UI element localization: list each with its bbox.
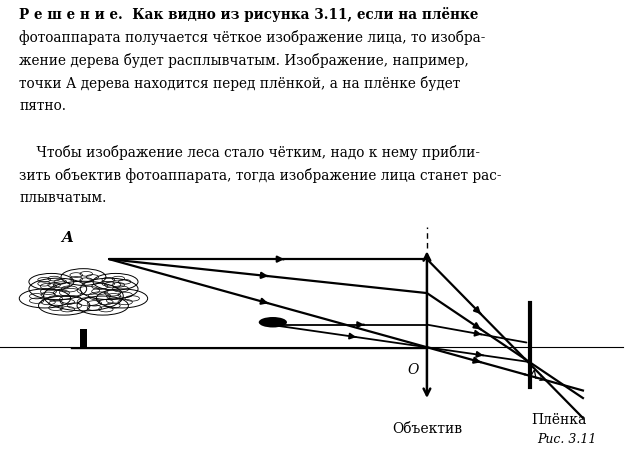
Text: Объектив: Объектив: [392, 422, 462, 436]
Text: Чтобы изображение леса стало чётким, надо к нему прибли-: Чтобы изображение леса стало чётким, над…: [19, 145, 480, 160]
Circle shape: [61, 269, 106, 285]
Text: фотоаппарата получается чёткое изображение лица, то изобра-: фотоаппарата получается чёткое изображен…: [19, 30, 485, 45]
Text: O: O: [408, 363, 419, 377]
Circle shape: [93, 273, 138, 290]
Text: $A_1$: $A_1$: [528, 369, 544, 384]
Text: пятно.: пятно.: [19, 99, 66, 113]
Circle shape: [77, 296, 128, 315]
Text: A: A: [62, 231, 73, 245]
Text: Плёнка: Плёнка: [531, 413, 586, 427]
Text: точки А дерева находится перед плёнкой, а на плёнке будет: точки А дерева находится перед плёнкой, …: [19, 76, 460, 91]
Circle shape: [80, 278, 138, 300]
Text: зить объектив фотоаппарата, тогда изображение лица станет рас-: зить объектив фотоаппарата, тогда изобра…: [19, 168, 502, 183]
Text: жение дерева будет расплывчатым. Изображение, например,: жение дерева будет расплывчатым. Изображ…: [19, 53, 469, 68]
Text: Рис. 3.11: Рис. 3.11: [538, 433, 597, 446]
Circle shape: [29, 273, 74, 290]
Text: Р е ш е н и е.  Как видно из рисунка 3.11, если на плёнке: Р е ш е н и е. Как видно из рисунка 3.11…: [19, 6, 479, 22]
Circle shape: [29, 278, 87, 300]
Circle shape: [259, 317, 287, 327]
Circle shape: [19, 289, 71, 308]
Circle shape: [39, 296, 90, 315]
Circle shape: [44, 281, 123, 311]
Bar: [80, 329, 87, 349]
Circle shape: [96, 289, 148, 308]
Text: плывчатым.: плывчатым.: [19, 191, 107, 205]
